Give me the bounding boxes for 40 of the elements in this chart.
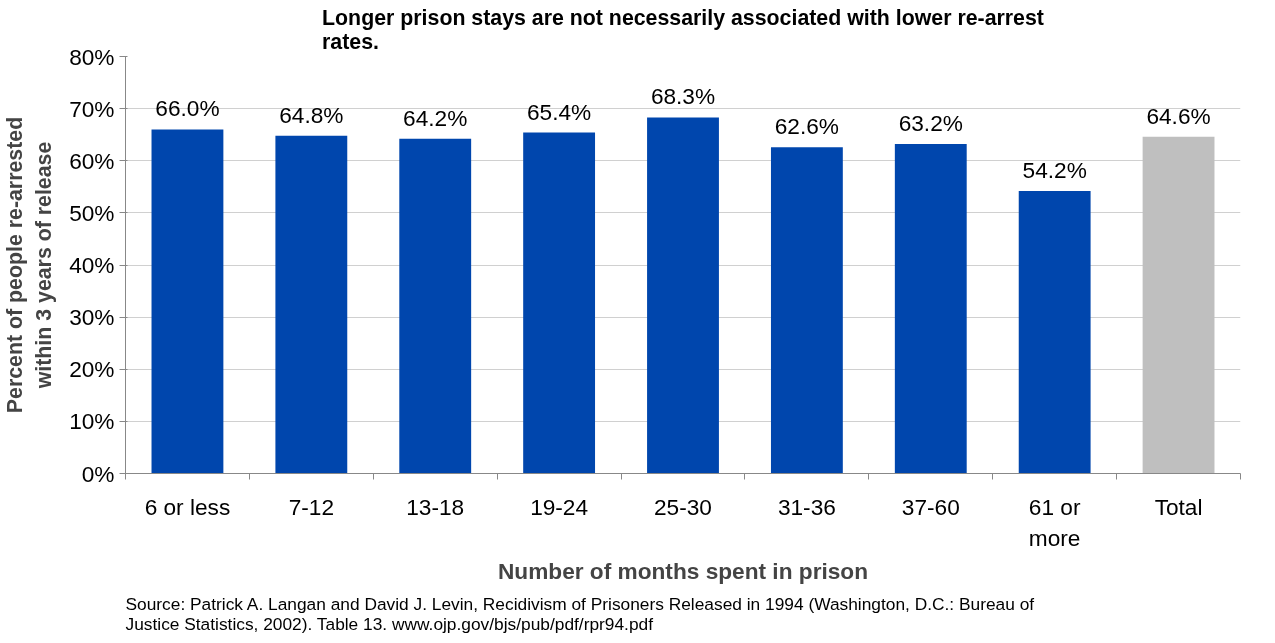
data-label: 64.2%: [403, 104, 468, 131]
y-tick-label: 80%: [69, 43, 115, 70]
x-tick-label: 19-24: [530, 493, 589, 520]
bar: [894, 144, 967, 474]
y-tick-label: 60%: [69, 147, 115, 174]
data-label: 62.6%: [774, 113, 840, 140]
bar: [1142, 136, 1215, 474]
y-tick-label: 0%: [81, 460, 115, 487]
x-tick-label: 37-60: [901, 493, 960, 520]
x-tick-label: 31-36: [777, 493, 836, 520]
x-tick-label: Total: [1154, 493, 1203, 520]
data-label: 68.3%: [650, 83, 716, 110]
bar: [399, 138, 472, 474]
bar: [151, 129, 224, 474]
data-label: 54.2%: [1022, 156, 1087, 183]
chart-title: Longer prison stays are not necessarily associated with lower re-arrest rates.: [322, 5, 1044, 54]
y-tick-label: 20%: [69, 356, 115, 383]
bar: [275, 135, 348, 474]
y-tick-label: 70%: [69, 95, 115, 122]
x-tick-label: 61 or more: [1028, 493, 1081, 551]
bar: [770, 147, 843, 474]
x-axis-title: Number of months spent in prison: [497, 557, 869, 584]
data-label: 63.2%: [898, 110, 963, 137]
y-tick-label: 30%: [69, 304, 115, 331]
data-label: 66.0%: [155, 95, 220, 122]
data-label: 65.4%: [526, 98, 592, 125]
x-tick-label: 6 or less: [144, 493, 231, 520]
x-tick-label: 25-30: [654, 493, 712, 520]
y-tick-label: 50%: [69, 199, 115, 226]
x-tick-label: 13-18: [406, 493, 465, 520]
bar: [647, 117, 719, 474]
y-tick-label: 40%: [69, 252, 115, 278]
data-label: 64.6%: [1146, 102, 1211, 129]
y-tick-label: 10%: [69, 408, 115, 435]
x-tick-label: 7-12: [288, 493, 335, 520]
source-note: Source: Patrick A. Langan and David J. Levin, Recidivism of Prisoners Released in 1994 (Washington, D.C.: Bureau of Justice Statistics, 2002). Table 13. www.ojp.gov/bjs/pub/pdf/rpr94.pdf: [125, 593, 1035, 634]
bar: [523, 132, 596, 474]
bar: [1018, 190, 1091, 474]
y-axis-title: Percent of people re-arrested within 3 years of release: [3, 116, 57, 414]
data-label: 64.8%: [279, 101, 344, 128]
